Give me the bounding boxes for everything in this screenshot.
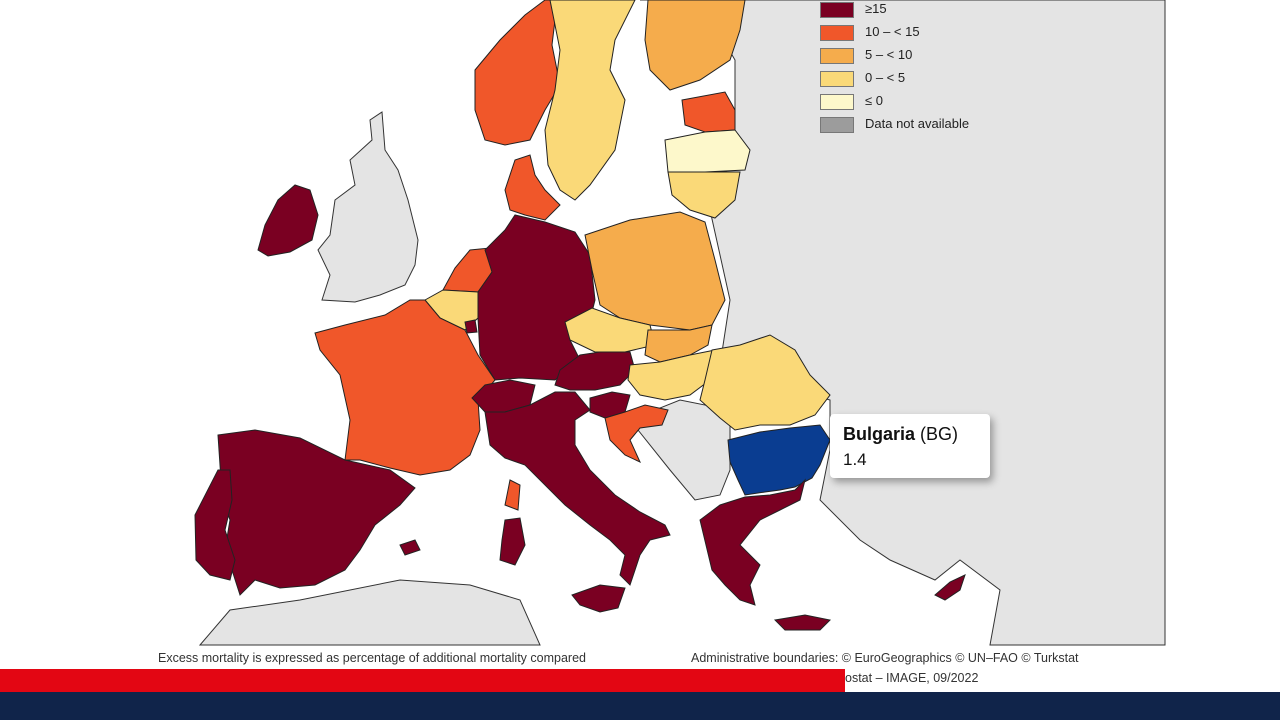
country-hungary xyxy=(627,349,716,401)
country-slovakia xyxy=(644,324,713,363)
caption-right-line1: Administrative boundaries: © EuroGeograp… xyxy=(691,651,1079,665)
country-norway xyxy=(474,0,566,146)
legend-swatch xyxy=(820,48,854,64)
legend-swatch xyxy=(820,2,854,18)
country-sicily xyxy=(571,584,626,613)
caption-right-line2: ostat – IMAGE, 09/2022 xyxy=(845,671,979,685)
country-poland xyxy=(584,211,726,331)
country-luxembourg xyxy=(464,319,478,334)
country-sweden xyxy=(544,0,636,201)
country-france xyxy=(314,299,496,476)
legend-label: 5 – < 10 xyxy=(865,47,913,62)
legend-swatch xyxy=(820,117,854,133)
country-estonia xyxy=(681,91,736,133)
country-denmark xyxy=(504,154,561,221)
country-finland xyxy=(644,0,746,91)
tooltip-country-code: (BG) xyxy=(920,424,959,444)
country-crete xyxy=(773,614,832,631)
country-latvia xyxy=(664,129,751,173)
country-austria xyxy=(554,351,636,391)
country-greece xyxy=(699,478,806,606)
country-croatia xyxy=(604,404,669,464)
caption-left: Excess mortality is expressed as percent… xyxy=(158,651,586,665)
uk-land xyxy=(317,111,419,303)
legend-swatch xyxy=(820,94,854,110)
tooltip-value: 1.4 xyxy=(843,450,867,469)
legend-swatch xyxy=(820,71,854,87)
country-cyprus xyxy=(934,574,966,601)
country-bulgaria xyxy=(727,424,831,496)
legend-swatch xyxy=(820,25,854,41)
legend-label: 0 – < 5 xyxy=(865,70,906,85)
country-ireland xyxy=(257,184,319,257)
legend-label: 10 – < 15 xyxy=(865,24,920,39)
country-tooltip: Bulgaria (BG) 1.4 xyxy=(830,414,990,478)
country-portugal xyxy=(194,469,236,581)
country-romania xyxy=(699,334,831,431)
country-germany xyxy=(477,214,596,381)
legend-label: Data not available xyxy=(865,116,970,131)
country-sardinia xyxy=(499,517,526,566)
tooltip-country-name: Bulgaria xyxy=(843,424,916,444)
country-lithuania xyxy=(667,171,741,219)
country-corsica xyxy=(504,479,521,511)
navy-footer-bar xyxy=(0,692,1280,720)
country-balearics xyxy=(399,539,421,556)
tooltip-country: Bulgaria (BG) xyxy=(843,424,958,445)
legend-label: ≥15 xyxy=(865,1,887,16)
red-footer-bar xyxy=(0,669,845,692)
north-africa-land xyxy=(198,579,541,646)
eu-countries xyxy=(194,0,966,631)
country-italy xyxy=(484,391,671,586)
legend-label: ≤ 0 xyxy=(865,93,883,108)
non-eu-land xyxy=(198,0,1166,646)
